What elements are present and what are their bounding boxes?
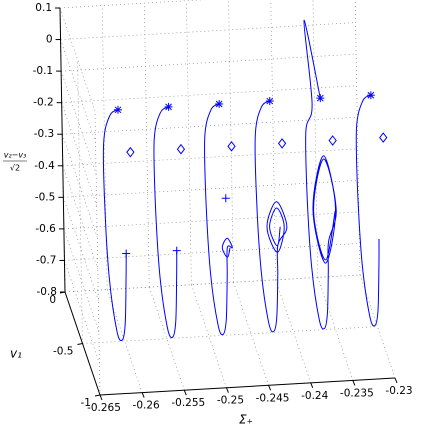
y-axis-label: v₁ xyxy=(10,347,22,361)
grid-line xyxy=(63,197,99,301)
x-axis xyxy=(99,377,396,396)
diamond-marker xyxy=(227,141,236,152)
x-tick xyxy=(352,380,356,386)
y-tick xyxy=(77,343,83,345)
trajectory xyxy=(303,19,337,330)
z-tick-label: -0.7 xyxy=(36,254,57,266)
start-marker xyxy=(265,97,274,106)
z-axis-label-denominator: √2 xyxy=(10,164,20,173)
star-stroke xyxy=(215,100,223,108)
grid-line xyxy=(270,0,277,280)
z-axis-label-numerator: v₂−v₃ xyxy=(4,151,27,160)
star-stroke xyxy=(165,103,172,111)
grid-line xyxy=(62,165,99,269)
grid-line xyxy=(228,0,234,283)
plus-marker xyxy=(221,194,230,203)
trajectory xyxy=(204,103,233,336)
grid-line xyxy=(143,3,150,288)
star-stroke xyxy=(114,106,122,114)
plus-marker xyxy=(122,249,131,258)
x-tick-label: -0.245 xyxy=(256,392,290,404)
diamond-marker xyxy=(176,143,186,155)
trajectory xyxy=(102,109,127,342)
start-marker xyxy=(164,102,173,111)
x-tick-label: -0.25 xyxy=(217,395,244,407)
x-tick xyxy=(141,392,145,398)
start-marker xyxy=(215,99,224,108)
z-axis xyxy=(59,7,66,293)
grid-line xyxy=(94,110,101,396)
grid-line xyxy=(62,148,358,167)
z-tick-label: -0.5 xyxy=(35,191,56,203)
z-tick-label: -0.4 xyxy=(34,160,55,172)
grid-line xyxy=(61,102,97,206)
grid-line xyxy=(191,284,227,388)
grid-line xyxy=(60,22,356,40)
z-tick-label: -0.1 xyxy=(33,65,54,77)
diamond-marker xyxy=(277,138,287,149)
z-tick-label: -0.3 xyxy=(34,128,55,140)
grid-line xyxy=(354,0,361,276)
x-tick xyxy=(310,382,314,389)
start-marker xyxy=(366,91,375,100)
x-tick-label: -0.265 xyxy=(87,402,121,414)
grid-line xyxy=(82,326,378,344)
y-tick xyxy=(94,394,101,397)
start-marker xyxy=(316,94,325,103)
x-tick-label: -0.255 xyxy=(171,397,205,409)
grid-line xyxy=(61,134,98,238)
y-tick-label: 0 xyxy=(49,294,56,306)
x-tick-label: -0.24 xyxy=(301,390,328,402)
x-tick xyxy=(183,389,187,396)
trajectory xyxy=(355,94,380,327)
trajectory xyxy=(254,100,288,333)
star-stroke xyxy=(266,97,274,105)
z-tick-label: -0.2 xyxy=(33,97,54,109)
grid-line xyxy=(275,279,312,383)
diamond-marker xyxy=(328,135,337,146)
grid-line xyxy=(64,243,360,261)
x-tick-label: -0.235 xyxy=(340,387,374,399)
grid-line xyxy=(101,5,108,290)
star-stroke xyxy=(316,94,324,102)
z-tick-label: -0.6 xyxy=(35,223,56,235)
x-tick xyxy=(394,377,398,384)
x-tick xyxy=(268,385,272,391)
star-stroke xyxy=(367,91,375,99)
x-axis-label: Σ₊ xyxy=(239,413,253,427)
grid-line xyxy=(59,0,205,9)
x-tick xyxy=(99,394,103,401)
z-tick-label: 0 xyxy=(46,34,53,46)
trajectory xyxy=(153,106,178,339)
grid-line xyxy=(312,0,319,278)
grid-line xyxy=(77,59,83,344)
x-tick-label: -0.23 xyxy=(385,385,412,397)
y-tick-label: -0.5 xyxy=(53,346,74,358)
x-tick-label: -0.26 xyxy=(133,400,160,412)
diamond-marker xyxy=(126,146,135,158)
y-tick-label: -1 xyxy=(81,397,91,409)
z-tick-label: -0.8 xyxy=(37,286,58,298)
diamond-marker xyxy=(379,132,388,143)
grid-line xyxy=(63,228,100,333)
plus-marker xyxy=(172,246,181,255)
start-marker xyxy=(114,105,123,114)
z-tick-label: 0.1 xyxy=(35,2,52,14)
grid-line xyxy=(186,0,192,285)
x-tick xyxy=(225,387,229,393)
